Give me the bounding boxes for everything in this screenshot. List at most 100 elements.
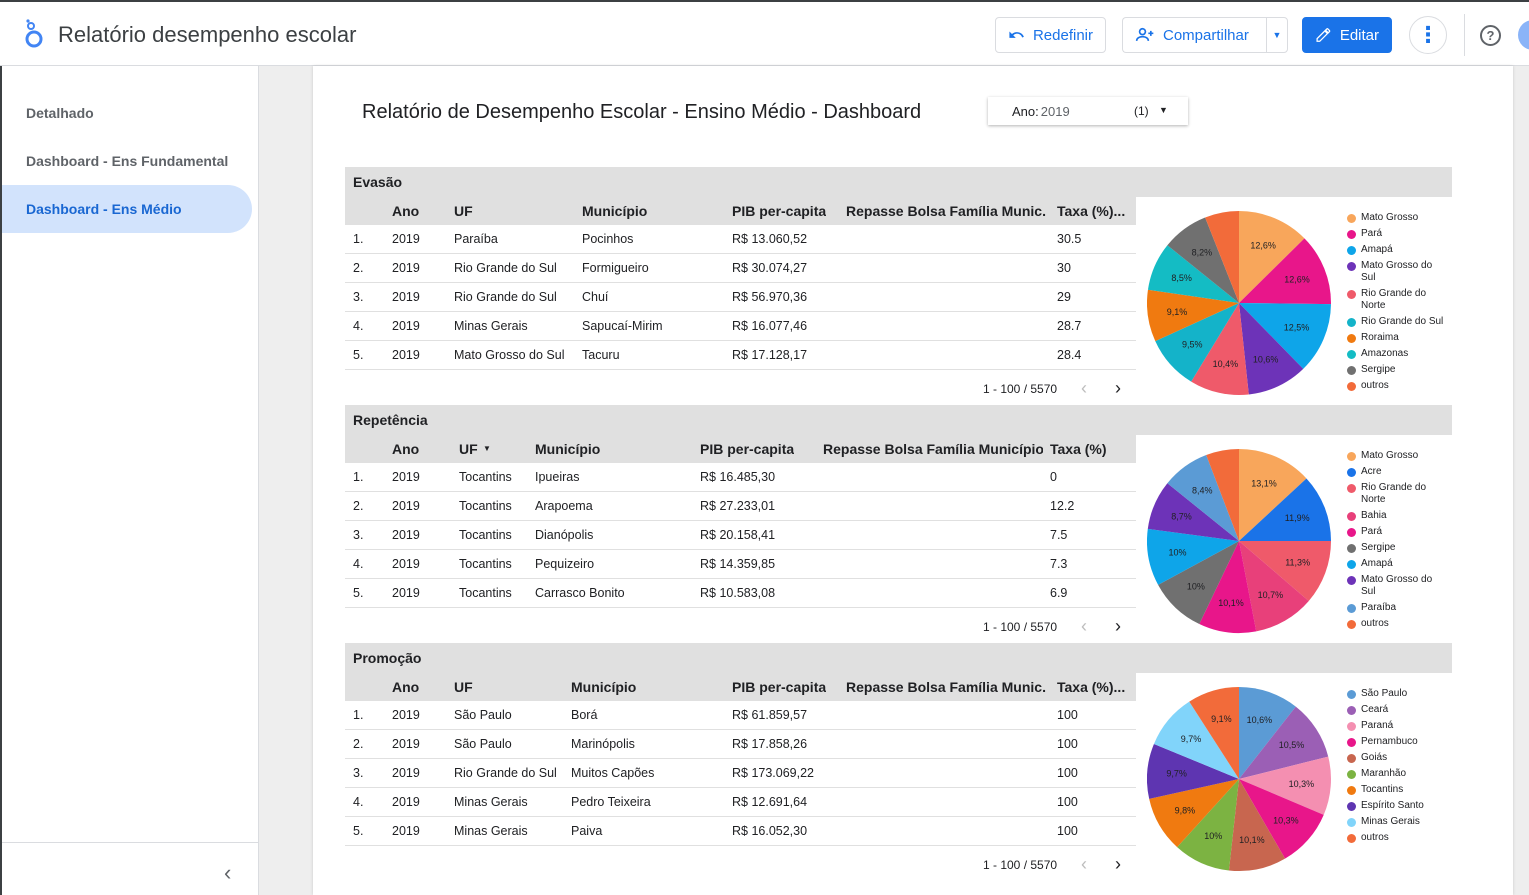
legend-item[interactable]: Amapá — [1347, 558, 1447, 570]
column-header[interactable]: UF — [454, 203, 473, 219]
pie-slice[interactable] — [1239, 238, 1331, 305]
chevron-right-icon[interactable]: › — [1115, 854, 1121, 874]
legend-item[interactable]: Rio Grande do Norte — [1347, 288, 1447, 312]
share-dropdown-button[interactable]: ▼ — [1266, 17, 1288, 53]
table-row[interactable]: 5. 2019 Tocantins Carrasco Bonito R$ 10.583,… — [345, 579, 1136, 608]
table-row[interactable]: 1. 2019 São Paulo Borá R$ 61.859,57 100 — [345, 701, 1136, 730]
legend-item[interactable]: Espírito Santo — [1347, 800, 1447, 812]
nav-item-ens-medio[interactable]: Dashboard - Ens Médio — [2, 185, 252, 233]
more-options-button[interactable]: ⋮ — [1409, 16, 1447, 54]
pie-slice[interactable] — [1239, 541, 1331, 601]
legend-item[interactable]: Sergipe — [1347, 364, 1447, 376]
legend-item[interactable]: Paraná — [1347, 720, 1447, 732]
legend-item[interactable]: Mato Grosso — [1347, 450, 1447, 462]
legend-item[interactable]: Mato Grosso do Sul — [1347, 574, 1447, 598]
pie-slice[interactable] — [1147, 743, 1239, 799]
column-header[interactable]: Município — [582, 203, 648, 219]
pie-chart[interactable]: 13,1% 11,9% 11,3% 10,7% 10,1% 10% 10% 8,7% 8,4% — [1147, 449, 1333, 635]
pie-slice[interactable] — [1147, 289, 1239, 342]
nav-item-ens-fundamental[interactable]: Dashboard - Ens Fundamental — [2, 137, 252, 185]
table-row[interactable]: 3. 2019 Tocantins Dianópolis R$ 20.158,41 7.5 — [345, 521, 1136, 550]
legend-item[interactable]: Ceará — [1347, 704, 1447, 716]
table-row[interactable]: 5. 2019 Minas Gerais Paiva R$ 16.052,30 100 — [345, 817, 1136, 846]
table-row[interactable]: 2. 2019 Tocantins Arapoema R$ 27.233,01 12.2 — [345, 492, 1136, 521]
legend-item[interactable]: Mato Grosso do Sul — [1347, 260, 1447, 284]
column-header[interactable]: PIB per-capita — [732, 203, 827, 219]
legend-item[interactable]: outros — [1347, 380, 1447, 392]
column-header[interactable]: UF — [459, 441, 478, 457]
table-row[interactable]: 2. 2019 São Paulo Marinópolis R$ 17.858,26 10… — [345, 730, 1136, 759]
pie-slice[interactable] — [1177, 779, 1239, 871]
table-row[interactable]: 3. 2019 Rio Grande do Sul Muitos Capões R$ 1… — [345, 759, 1136, 788]
table-row[interactable]: 3. 2019 Rio Grande do Sul Chuí R$ 56.970,36 2… — [345, 283, 1136, 312]
pie-slice[interactable] — [1153, 701, 1239, 779]
column-header[interactable]: Ano — [392, 203, 420, 219]
reset-button[interactable]: Redefinir — [995, 17, 1106, 53]
legend-item[interactable]: Tocantins — [1347, 784, 1447, 796]
pie-slice[interactable] — [1155, 303, 1239, 382]
avatar[interactable] — [1518, 20, 1529, 50]
pie-slice[interactable] — [1167, 455, 1239, 541]
legend-item[interactable]: Sergipe — [1347, 542, 1447, 554]
pie-slice[interactable] — [1239, 706, 1329, 779]
legend-item[interactable]: Rio Grande do Sul — [1347, 316, 1447, 328]
legend-item[interactable]: outros — [1347, 832, 1447, 844]
column-header[interactable]: Município — [535, 441, 601, 457]
column-header[interactable]: UF — [454, 679, 473, 695]
legend-item[interactable]: Acre — [1347, 466, 1447, 478]
pie-slice[interactable] — [1239, 211, 1305, 303]
help-icon[interactable]: ? — [1480, 25, 1501, 46]
legend-item[interactable]: Pará — [1347, 526, 1447, 538]
pie-slice[interactable] — [1147, 483, 1239, 541]
sort-desc-icon[interactable]: ▼ — [483, 444, 491, 453]
table-row[interactable]: 4. 2019 Minas Gerais Sapucaí-Mirim R$ 16.077… — [345, 312, 1136, 341]
legend-item[interactable]: Goiás — [1347, 752, 1447, 764]
pie-slice[interactable] — [1239, 779, 1324, 859]
legend-item[interactable]: Amapá — [1347, 244, 1447, 256]
pie-slice[interactable] — [1199, 541, 1257, 633]
pie-slice[interactable] — [1239, 303, 1304, 395]
pie-slice[interactable] — [1149, 779, 1239, 848]
column-header[interactable]: Repasse Bolsa Família Munic... — [846, 203, 1046, 219]
table-row[interactable]: 4. 2019 Minas Gerais Pedro Teixeira R$ 12.69… — [345, 788, 1136, 817]
pie-slice[interactable] — [1205, 211, 1239, 303]
legend-item[interactable]: Rio Grande do Norte — [1347, 482, 1447, 506]
legend-item[interactable]: Pernambuco — [1347, 736, 1447, 748]
legend-item[interactable]: Roraima — [1347, 332, 1447, 344]
pie-slice[interactable] — [1158, 541, 1239, 624]
table-row[interactable]: 5. 2019 Mato Grosso do Sul Tacuru R$ 17.128,… — [345, 341, 1136, 370]
legend-item[interactable]: outros — [1347, 618, 1447, 630]
nav-item-detalhado[interactable]: Detalhado — [2, 89, 252, 137]
legend-item[interactable]: Paraíba — [1347, 602, 1447, 614]
legend-item[interactable]: Pará — [1347, 228, 1447, 240]
chevron-left-icon[interactable]: ‹ — [1081, 854, 1087, 874]
table-row[interactable]: 4. 2019 Tocantins Pequizeiro R$ 14.359,85 7.3 — [345, 550, 1136, 579]
chevron-right-icon[interactable]: › — [1115, 616, 1121, 636]
column-header[interactable]: Taxa (%) — [1050, 441, 1107, 457]
year-filter[interactable]: Ano: 2019 (1) ▼ — [988, 97, 1188, 125]
table-row[interactable]: 1. 2019 Tocantins Ipueiras R$ 16.485,30 0 — [345, 463, 1136, 492]
pie-slice[interactable] — [1189, 687, 1239, 779]
legend-item[interactable]: Maranhão — [1347, 768, 1447, 780]
collapse-sidebar-icon[interactable]: ‹ — [224, 860, 232, 885]
chevron-left-icon[interactable]: ‹ — [1081, 616, 1087, 636]
chevron-right-icon[interactable]: › — [1115, 378, 1121, 398]
pie-slice[interactable] — [1239, 687, 1296, 779]
legend-item[interactable]: Mato Grosso — [1347, 212, 1447, 224]
column-header[interactable]: Repasse Bolsa Família Munic... — [846, 679, 1046, 695]
pie-slice[interactable] — [1191, 303, 1249, 395]
report-name[interactable]: Relatório desempenho escolar — [58, 22, 357, 47]
pie-slice[interactable] — [1239, 449, 1307, 541]
chevron-left-icon[interactable]: ‹ — [1081, 378, 1087, 398]
pie-chart[interactable]: 10,6% 10,5% 10,3% 10,3% 10,1% 10% 9,8% 9,7% 9,7%… — [1147, 687, 1333, 873]
column-header[interactable]: PIB per-capita — [732, 679, 827, 695]
edit-button[interactable]: Editar — [1302, 17, 1392, 53]
share-button[interactable]: Compartilhar — [1122, 17, 1267, 53]
pie-slice[interactable] — [1239, 756, 1331, 815]
legend-item[interactable]: Bahia — [1347, 510, 1447, 522]
column-header[interactable]: Município — [571, 679, 637, 695]
pie-slice[interactable] — [1239, 303, 1331, 369]
legend-item[interactable]: Amazonas — [1347, 348, 1447, 360]
pie-slice[interactable] — [1167, 217, 1239, 303]
column-header[interactable]: Taxa (%)... — [1057, 679, 1126, 695]
